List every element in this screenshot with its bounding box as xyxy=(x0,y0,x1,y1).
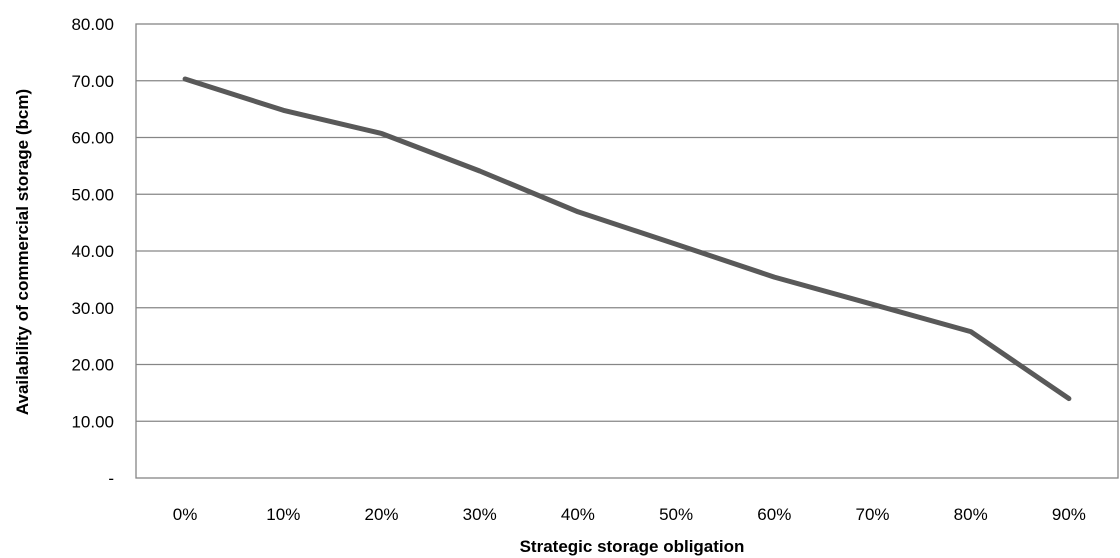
gridlines xyxy=(136,80,1118,422)
x-tick-label: 80% xyxy=(954,505,988,524)
y-axis-title: Availability of commercial storage (bcm) xyxy=(13,89,32,415)
y-tick-label: 50.00 xyxy=(71,185,114,204)
series xyxy=(182,76,1072,402)
y-axis-ticks: - 10.00 20.00 30.00 40.00 50.00 60.00 70.00 80.0… xyxy=(71,15,114,488)
x-tick-label: 60% xyxy=(757,505,791,524)
x-tick-label: 70% xyxy=(855,505,889,524)
x-axis-ticks: 0% 10% 20% 30% 40% 50% 60% 70% 80% 90% xyxy=(173,505,1086,524)
x-tick-label: 30% xyxy=(463,505,497,524)
y-tick-label: 20.00 xyxy=(71,356,114,375)
x-tick-label: 10% xyxy=(266,505,300,524)
x-tick-label: 0% xyxy=(173,505,198,524)
y-tick-label: 60.00 xyxy=(71,129,114,148)
y-tick-label: 70.00 xyxy=(71,72,114,91)
y-tick-label: 80.00 xyxy=(71,15,114,34)
y-tick-label: 10.00 xyxy=(71,412,114,431)
y-tick-label: - xyxy=(108,469,114,488)
x-tick-label: 90% xyxy=(1052,505,1086,524)
y-tick-label: 40.00 xyxy=(71,242,114,261)
x-tick-label: 20% xyxy=(364,505,398,524)
x-tick-label: 50% xyxy=(659,505,693,524)
x-tick-label: 40% xyxy=(561,505,595,524)
series-line xyxy=(182,76,1072,402)
y-tick-label: 30.00 xyxy=(71,299,114,318)
x-axis-title: Strategic storage obligation xyxy=(520,537,745,556)
